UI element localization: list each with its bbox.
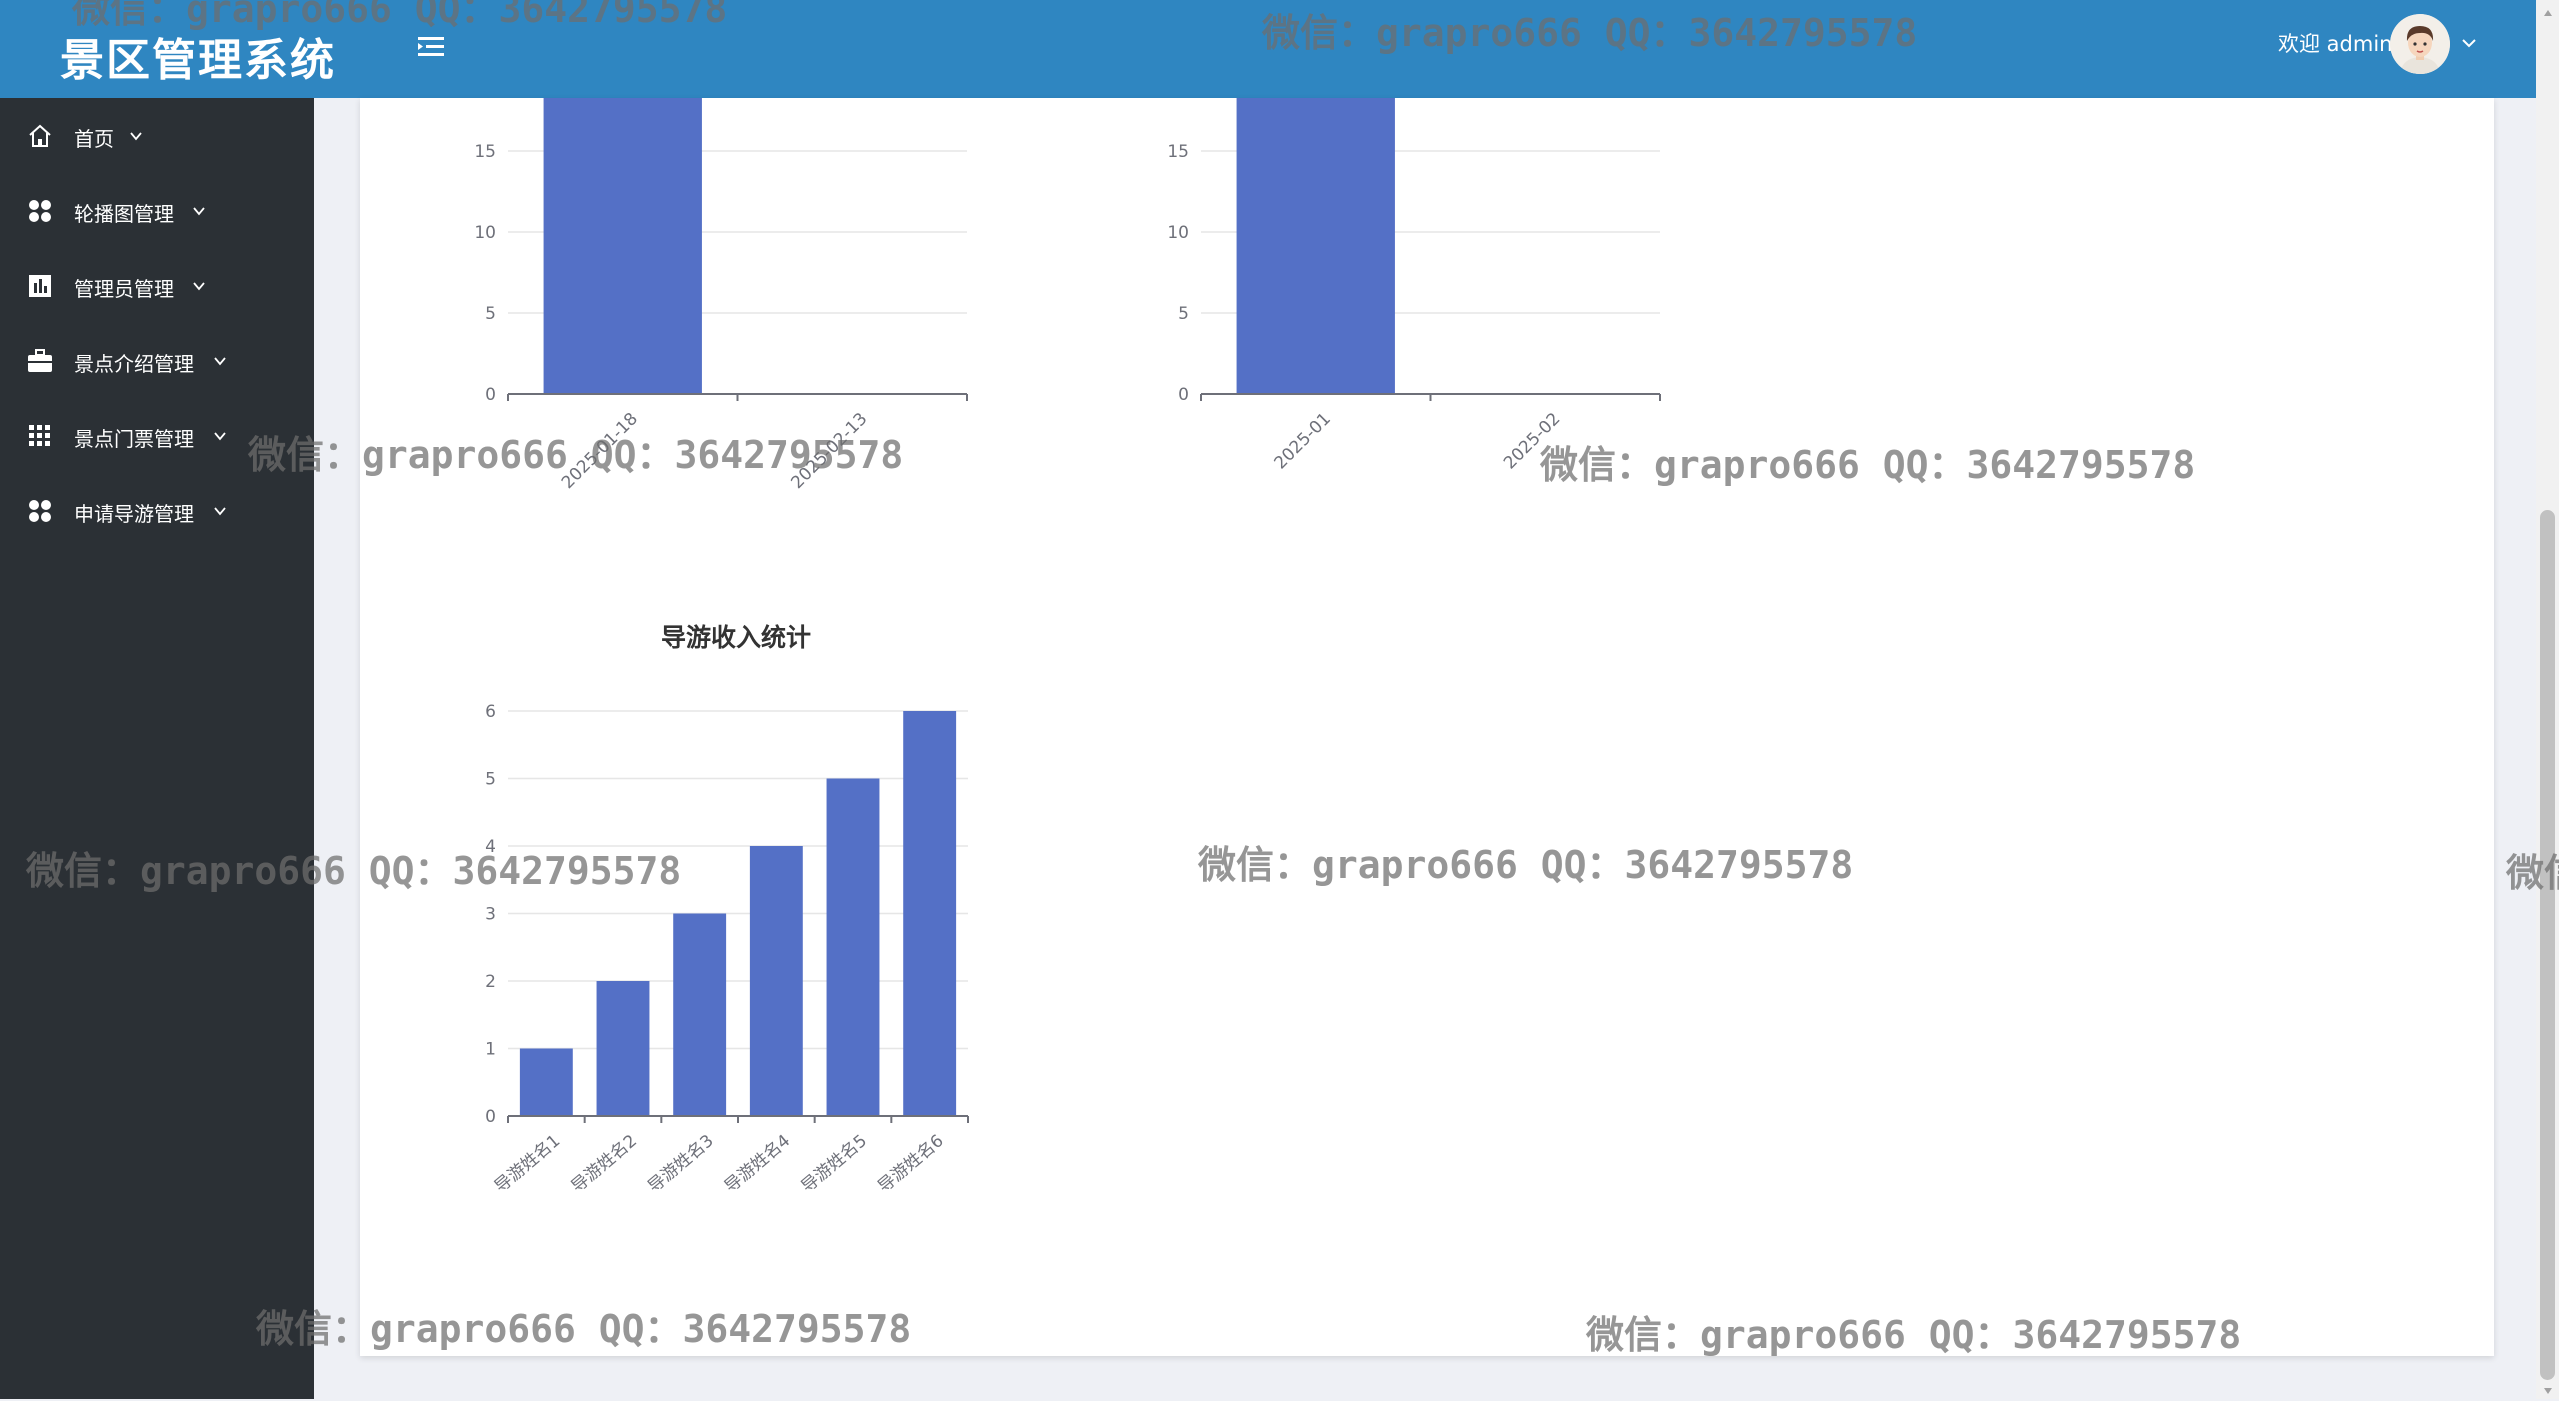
x-tick-label: 2025-01 [1271, 409, 1335, 473]
bar [749, 846, 803, 1116]
y-tick-label: 3 [485, 905, 496, 925]
y-tick-label: 0 [485, 1107, 496, 1127]
sidebar-item-home[interactable]: 首页 [0, 104, 314, 164]
x-tick-label: 导游姓名5 [798, 1131, 871, 1197]
chart-bar-icon [26, 272, 54, 300]
x-tick-label: 2025-02 [1500, 409, 1564, 473]
top-header: 景区管理系统 欢迎 admin [0, 0, 2559, 98]
y-tick-label: 5 [485, 770, 496, 790]
avatar[interactable] [2390, 14, 2450, 74]
sidebar-item-label: 轮播图管理 [74, 202, 174, 226]
y-tick-label: 10 [1167, 223, 1189, 243]
y-tick-label: 4 [485, 837, 496, 857]
y-tick-label: 0 [485, 385, 496, 405]
sidebar: 首页 轮播图管理 管理员管理 景点介绍管理 [0, 98, 314, 1399]
sidebar-item-label: 管理员管理 [74, 277, 174, 301]
y-tick-label: 15 [474, 142, 496, 162]
sidebar-item-label: 首页 [74, 127, 114, 151]
bar [543, 70, 702, 394]
chevron-down-icon [191, 203, 207, 217]
chevron-down-icon [212, 428, 228, 442]
y-tick-label: 6 [485, 702, 496, 722]
sidebar-item-admins[interactable]: 管理员管理 [0, 254, 314, 314]
scroll-down-icon[interactable] [2542, 1382, 2554, 1394]
welcome-text: 欢迎 admin [2278, 32, 2393, 56]
chevron-down-icon [212, 353, 228, 367]
y-tick-label: 15 [1167, 142, 1189, 162]
bar [826, 778, 880, 1116]
y-tick-label: 5 [1178, 304, 1189, 324]
x-tick-label: 导游姓名6 [874, 1131, 947, 1197]
sidebar-item-guide-apply[interactable]: 申请导游管理 [0, 479, 314, 539]
y-tick-label: 10 [474, 223, 496, 243]
x-tick-label: 导游姓名1 [491, 1131, 564, 1197]
x-tick-label: 2025-02-13 [787, 409, 871, 493]
x-tick-label: 导游姓名2 [568, 1131, 641, 1197]
scroll-up-icon[interactable] [2542, 4, 2554, 16]
home-icon [26, 122, 54, 150]
chart-title: 导游收入统计 [661, 623, 811, 652]
sidebar-item-attractions[interactable]: 景点介绍管理 [0, 329, 314, 389]
sidebar-item-label: 景点门票管理 [74, 427, 194, 451]
y-tick-label: 1 [485, 1040, 496, 1060]
apps-grid-icon [26, 422, 54, 450]
grid-four-icon [26, 197, 54, 225]
dashboard-card: 0 5 10 15 2025-01-18 2025-02-13 0 5 10 15 2025-01… [360, 70, 2494, 1356]
y-tick-label: 5 [485, 304, 496, 324]
bar [903, 711, 957, 1116]
menu-toggle-icon[interactable] [416, 34, 446, 60]
briefcase-icon [26, 347, 54, 375]
sidebar-item-carousel[interactable]: 轮播图管理 [0, 179, 314, 239]
x-tick-label: 2025-01-18 [558, 409, 642, 493]
grid-four-icon [26, 497, 54, 525]
guide-income-chart: 导游收入统计 0 1 2 3 4 5 6 导游姓名1 导游姓名2 导游姓名3 导游姓名4 导游姓名5 导游… [485, 623, 969, 1197]
bar [596, 981, 650, 1116]
chevron-down-icon[interactable] [2458, 32, 2480, 54]
month-bar-chart: 0 5 10 15 2025-01 2025-02 [1167, 70, 1661, 473]
chevron-down-icon [191, 278, 207, 292]
bar [519, 1048, 573, 1116]
bar [673, 913, 727, 1116]
sidebar-item-tickets[interactable]: 景点门票管理 [0, 404, 314, 464]
chevron-down-icon [212, 503, 228, 517]
x-tick-label: 导游姓名3 [644, 1131, 717, 1197]
sidebar-item-label: 景点介绍管理 [74, 352, 194, 376]
scroll-thumb[interactable] [2540, 510, 2555, 1380]
chevron-down-icon [128, 128, 144, 142]
x-tick-label: 导游姓名4 [721, 1131, 794, 1197]
app-title: 景区管理系统 [60, 35, 336, 86]
y-tick-label: 0 [1178, 385, 1189, 405]
y-tick-label: 2 [485, 972, 496, 992]
date-bar-chart: 0 5 10 15 2025-01-18 2025-02-13 [474, 70, 968, 493]
sidebar-item-label: 申请导游管理 [74, 502, 194, 526]
page-scrollbar[interactable] [2536, 0, 2559, 1399]
bar [1236, 70, 1395, 394]
